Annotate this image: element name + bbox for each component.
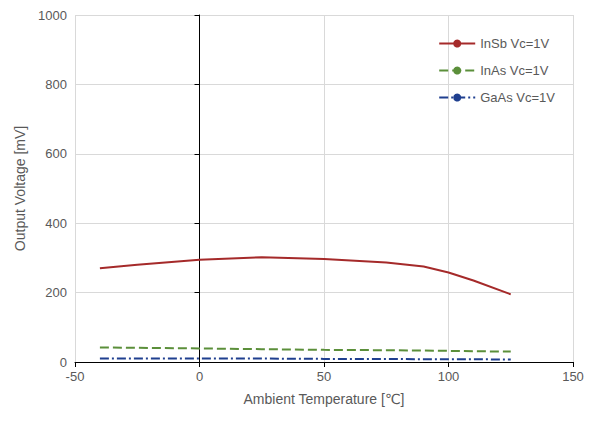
svg-text:200: 200 xyxy=(45,285,67,300)
svg-text:1000: 1000 xyxy=(38,8,67,23)
svg-text:400: 400 xyxy=(45,216,67,231)
svg-text:InAs Vc=1V: InAs Vc=1V xyxy=(480,63,549,78)
svg-text:0: 0 xyxy=(60,355,67,370)
svg-text:50: 50 xyxy=(317,369,331,384)
svg-text:0: 0 xyxy=(196,369,203,384)
svg-text:800: 800 xyxy=(45,77,67,92)
svg-text:-50: -50 xyxy=(66,369,85,384)
svg-text:600: 600 xyxy=(45,146,67,161)
svg-text:Output Voltage [mV]: Output Voltage [mV] xyxy=(12,126,28,251)
svg-text:GaAs Vc=1V: GaAs Vc=1V xyxy=(480,90,555,105)
svg-text:150: 150 xyxy=(562,369,584,384)
svg-text:InSb Vc=1V: InSb Vc=1V xyxy=(480,36,549,51)
svg-text:100: 100 xyxy=(438,369,460,384)
svg-text:Ambient Temperature [℃]: Ambient Temperature [℃] xyxy=(244,391,405,407)
